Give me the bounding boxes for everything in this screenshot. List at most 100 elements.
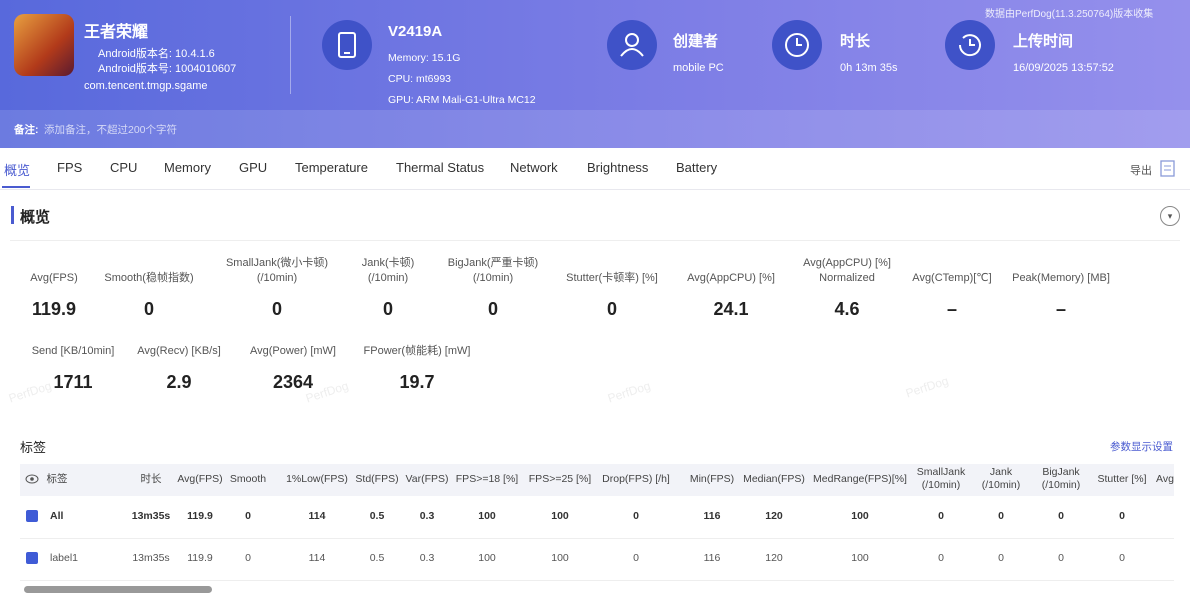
metric-label: FPower(帧能耗) [mW] [363, 345, 471, 357]
tab[interactable]: Thermal Status [396, 160, 485, 175]
metric-value: 0 [271, 299, 283, 319]
tab[interactable]: GPU [239, 160, 268, 175]
display-settings[interactable]: 参数显示设置 [1110, 441, 1173, 453]
cell: 0 [245, 552, 251, 564]
metric-label: Avg(Power) [mW] [250, 345, 336, 357]
section-divider [10, 240, 1180, 241]
tab[interactable]: CPU [110, 160, 138, 175]
metric-label: Jank(卡顿) [361, 257, 415, 269]
metric-label: Peak(Memory) [MB] [1012, 272, 1110, 284]
metric-label: Stutter(卡顿率) [%] [566, 272, 658, 284]
column-header: Drop(FPS) [/h] [602, 473, 670, 485]
cell: 0.3 [419, 552, 435, 564]
metric-label: Avg(AppCPU) [%] [687, 272, 775, 284]
eye-icon[interactable] [25, 473, 39, 485]
metric-value: 24.1 [713, 299, 749, 319]
tab-bar [0, 148, 1190, 190]
tab[interactable]: Battery [676, 160, 718, 175]
cell: 119.9 [187, 510, 213, 522]
column-header: 1%Low(FPS) [286, 473, 348, 485]
metric-label: Send [KB/10min] [31, 345, 115, 357]
export-button[interactable]: 导出 [1130, 165, 1152, 177]
metric-value: 1711 [53, 372, 93, 392]
app-name: 王者荣耀 [84, 24, 149, 41]
watermark: PerfDog [605, 378, 653, 406]
cell: 0 [633, 552, 639, 564]
cell: 0 [998, 552, 1004, 564]
note-placeholder[interactable]: 添加备注，不超过200个字符 [44, 124, 178, 136]
app-version-name: Android版本名: 10.4.1.6 [98, 48, 215, 60]
column-header: Stutter [%] [1097, 473, 1147, 485]
column-header: Min(FPS) [689, 473, 735, 485]
metric-value: 0 [487, 299, 499, 319]
history-glyph [958, 34, 981, 57]
section-accent [11, 206, 14, 224]
tab[interactable]: Memory [164, 160, 211, 175]
labels-title: 标签 [20, 440, 47, 455]
cell: 100 [551, 552, 569, 564]
header: 王者荣耀 Android版本名: 10.4.1.6 Android版本号: 10… [0, 0, 1190, 148]
metric-value: – [946, 299, 958, 319]
tab[interactable]: Temperature [295, 160, 368, 175]
cell: 0.5 [369, 510, 385, 522]
metric-value: 0 [606, 299, 618, 319]
tab-underline [2, 186, 30, 188]
column-header: 标签 [46, 473, 68, 485]
cell: 0 [998, 510, 1004, 522]
note-label: 备注: [14, 124, 39, 136]
tab[interactable]: 概览 [4, 163, 31, 178]
cell: 0 [245, 510, 251, 522]
scrollbar[interactable] [24, 586, 212, 593]
user-glyph [620, 33, 644, 57]
tab[interactable]: Brightness [587, 160, 649, 175]
metric-label: SmallJank(微小卡顿) [225, 257, 329, 269]
cell: 0 [938, 552, 944, 564]
watermark: PerfDog [6, 378, 54, 406]
device-memory: Memory: 15.1G [388, 52, 461, 64]
row-divider [20, 580, 1174, 581]
device-cpu: CPU: mt6993 [388, 73, 452, 85]
cell: 0 [1058, 510, 1064, 522]
metric-label: (/10min) [256, 272, 298, 284]
note-bar[interactable]: 备注: 添加备注，不超过200个字符 [0, 110, 1190, 148]
cell: 116 [703, 552, 721, 564]
tab[interactable]: Network [510, 160, 558, 175]
column-header: Avg [1156, 473, 1174, 485]
upload-icon [945, 20, 995, 70]
cell: 0 [1119, 552, 1125, 564]
metric-value: – [1055, 299, 1067, 319]
export-icon[interactable] [1158, 159, 1178, 179]
row-checkbox[interactable] [26, 552, 38, 564]
column-header: Avg(FPS) [177, 473, 223, 485]
duration-icon [772, 20, 822, 70]
column-header: FPS>=18 [%] [455, 473, 519, 485]
device-icon [322, 20, 372, 70]
column-header: Var(FPS) [405, 473, 449, 485]
metric-value: 19.7 [399, 372, 435, 392]
cell: 120 [765, 510, 783, 522]
row-label: label1 [50, 552, 79, 564]
metric-label: Avg(FPS) [30, 272, 78, 284]
collapse-button[interactable]: ▾ [1160, 206, 1180, 226]
cell: 119.9 [187, 552, 213, 564]
device-model: V2419A [388, 23, 443, 40]
cell: 0.3 [419, 510, 435, 522]
metric-value: 2364 [272, 372, 314, 392]
cell: 120 [765, 552, 783, 564]
app-package: com.tencent.tmgp.sgame [84, 80, 208, 92]
metric-label: Avg(Recv) [KB/s] [137, 345, 221, 357]
cell: 100 [551, 510, 569, 522]
row-checkbox[interactable] [26, 510, 38, 522]
tab[interactable]: FPS [57, 160, 83, 175]
cell: 100 [478, 552, 496, 564]
watermark: PerfDog [903, 373, 951, 401]
cell: 100 [851, 552, 869, 564]
section-title: 概览 [20, 209, 51, 226]
metric-value: 4.6 [834, 299, 860, 319]
app-icon [14, 14, 74, 76]
cell: 114 [308, 552, 326, 564]
cell: 100 [851, 510, 869, 522]
creator-icon [607, 20, 657, 70]
